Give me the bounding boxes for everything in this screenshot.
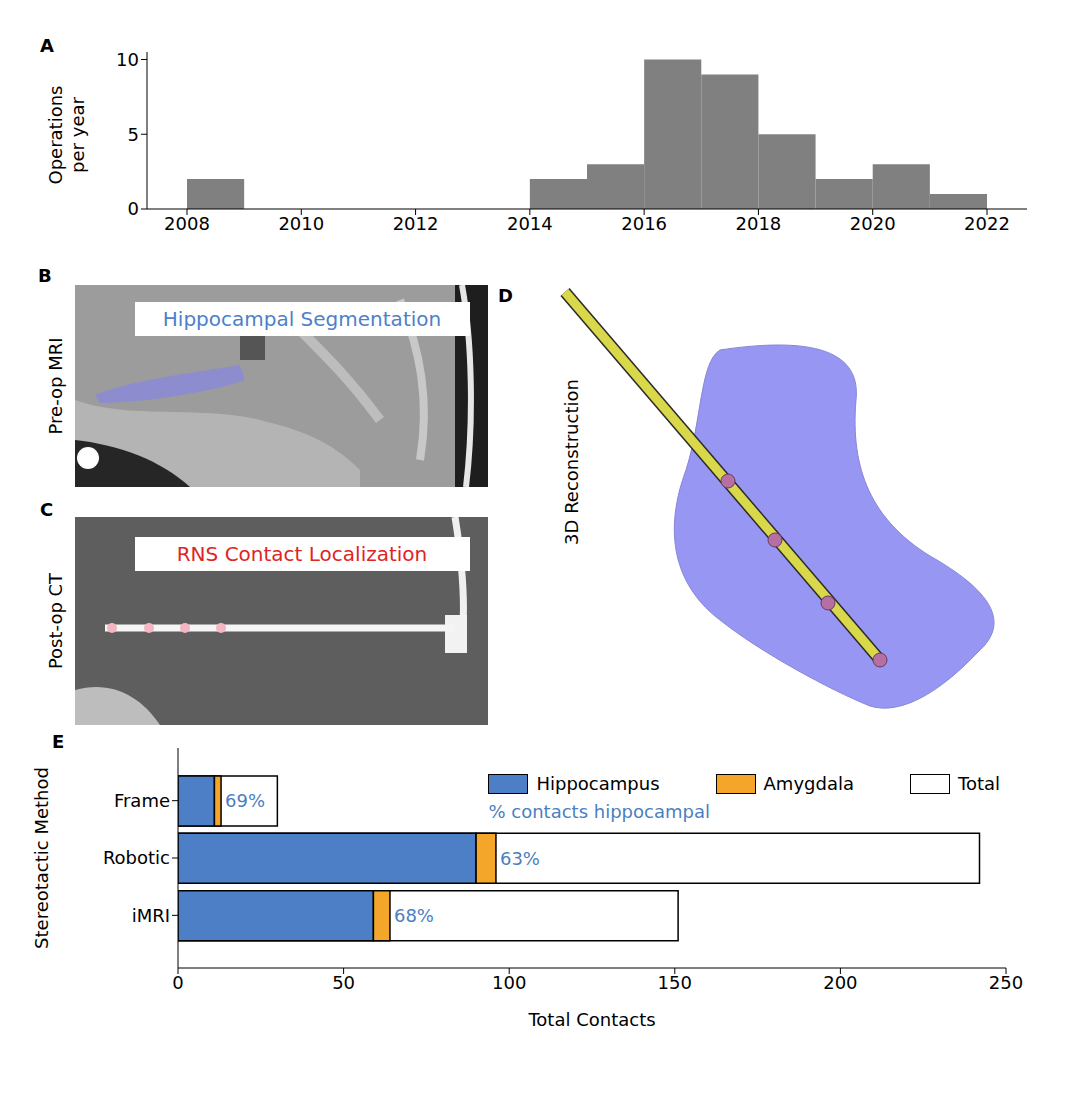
svg-text:2012: 2012 bbox=[393, 213, 439, 234]
svg-text:2020: 2020 bbox=[850, 213, 896, 234]
svg-text:B: B bbox=[38, 265, 52, 286]
svg-text:2018: 2018 bbox=[736, 213, 782, 234]
svg-text:per year: per year bbox=[67, 97, 88, 173]
svg-text:A: A bbox=[40, 35, 54, 56]
svg-text:69%: 69% bbox=[225, 790, 265, 811]
svg-text:Post-op CT: Post-op CT bbox=[45, 572, 66, 669]
svg-text:250: 250 bbox=[989, 972, 1023, 993]
svg-text:10: 10 bbox=[116, 49, 139, 70]
svg-text:Total Contacts: Total Contacts bbox=[527, 1009, 655, 1028]
svg-text:0: 0 bbox=[172, 972, 183, 993]
svg-text:5: 5 bbox=[128, 124, 139, 145]
svg-text:2008: 2008 bbox=[164, 213, 210, 234]
svg-text:200: 200 bbox=[823, 972, 857, 993]
svg-text:Robotic: Robotic bbox=[103, 847, 170, 868]
html-text:% contacts hippocampal: % contacts hippocampal bbox=[488, 801, 710, 822]
svg-text:C: C bbox=[40, 499, 53, 520]
svg-text:2016: 2016 bbox=[621, 213, 667, 234]
svg-text:100: 100 bbox=[492, 972, 526, 993]
svg-text:0: 0 bbox=[128, 198, 139, 219]
svg-text:Pre-op MRI: Pre-op MRI bbox=[45, 338, 66, 435]
svg-text:150: 150 bbox=[658, 972, 692, 993]
svg-text:68%: 68% bbox=[394, 905, 434, 926]
svg-text:2014: 2014 bbox=[507, 213, 553, 234]
svg-text:Frame: Frame bbox=[114, 790, 170, 811]
svg-text:2022: 2022 bbox=[964, 213, 1010, 234]
svg-text:E: E bbox=[52, 731, 64, 752]
svg-text:3D Reconstruction: 3D Reconstruction bbox=[561, 379, 582, 545]
svg-text:D: D bbox=[498, 285, 513, 306]
svg-text:iMRI: iMRI bbox=[132, 905, 170, 926]
html-text:Hippocampus: Hippocampus bbox=[536, 773, 660, 794]
svg-text:Hippocampal Segmentation: Hippocampal Segmentation bbox=[163, 307, 441, 331]
svg-text:Operations: Operations bbox=[45, 86, 66, 185]
html-text:Amygdala: Amygdala bbox=[763, 773, 854, 794]
svg-text:63%: 63% bbox=[500, 848, 540, 869]
svg-text:Stereotactic Method: Stereotactic Method bbox=[31, 767, 52, 949]
html-text:Total: Total bbox=[958, 773, 1000, 794]
svg-text:RNS Contact Localization: RNS Contact Localization bbox=[177, 542, 428, 566]
svg-text:50: 50 bbox=[332, 972, 355, 993]
svg-text:2010: 2010 bbox=[278, 213, 324, 234]
